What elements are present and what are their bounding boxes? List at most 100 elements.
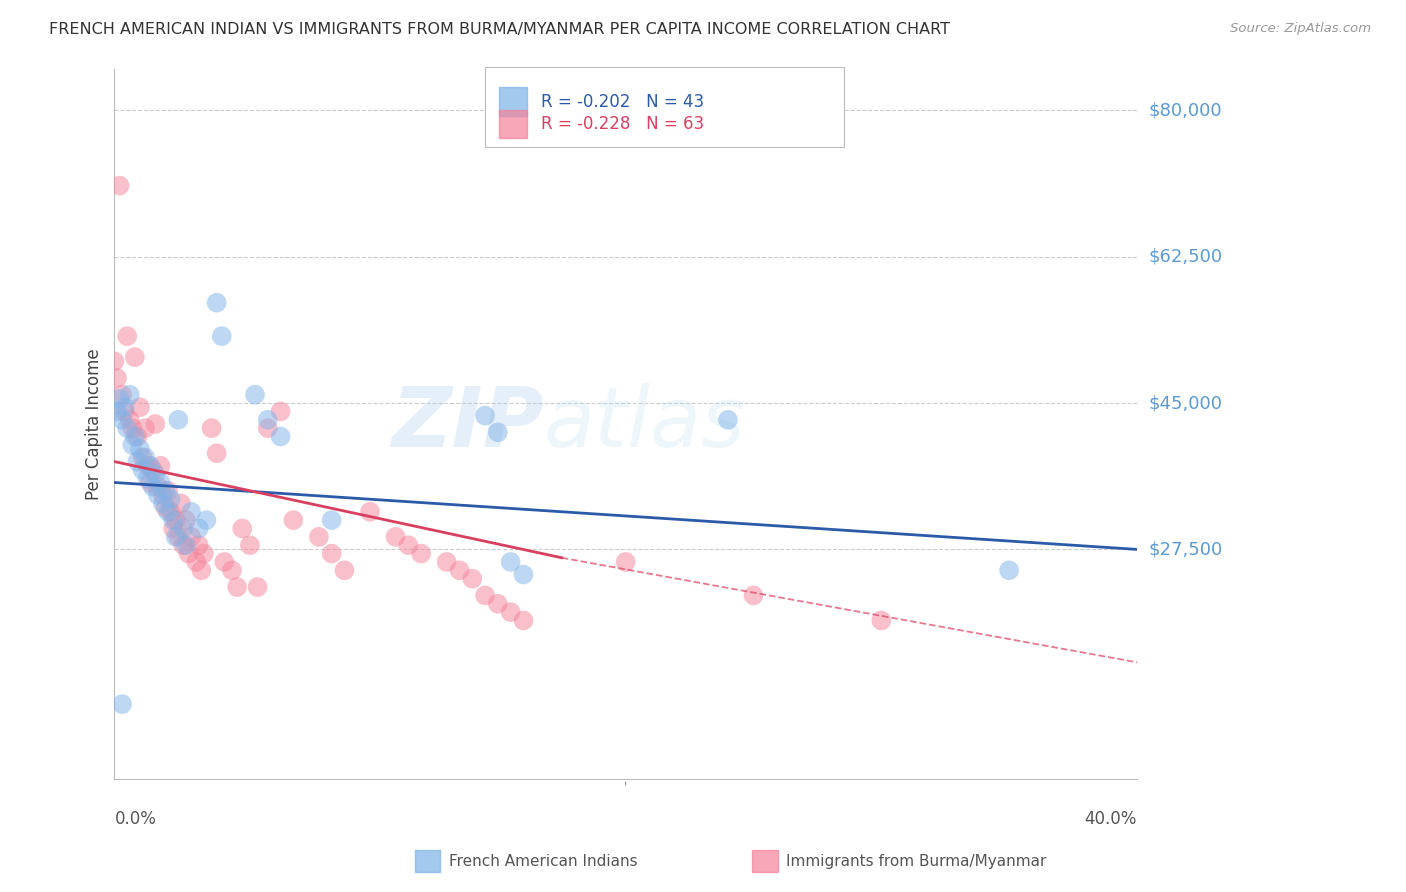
Point (118, 413, 141, 427)
Point (108, 178, 131, 193)
Point (124, 429, 146, 443)
Text: atlas: atlas (544, 384, 745, 465)
Point (256, 413, 278, 427)
Point (239, 538, 262, 552)
Point (108, 392, 131, 406)
Point (111, 387, 134, 401)
Text: $27,500: $27,500 (1149, 541, 1222, 558)
Point (111, 413, 134, 427)
Point (136, 458, 159, 473)
Point (512, 614, 534, 628)
Point (121, 438, 143, 452)
Point (474, 588, 496, 602)
Point (157, 483, 180, 498)
Point (155, 500, 177, 515)
Point (486, 597, 509, 611)
Point (270, 404, 292, 418)
Y-axis label: Per Capita Income: Per Capita Income (86, 348, 103, 500)
Point (177, 547, 200, 561)
Point (115, 421, 138, 435)
Point (142, 463, 165, 477)
Point (139, 458, 162, 473)
Point (149, 458, 172, 473)
Point (146, 488, 169, 502)
Point (159, 492, 181, 507)
Point (870, 614, 893, 628)
Point (170, 496, 193, 510)
Point (152, 488, 174, 502)
Text: French American Indians: French American Indians (449, 854, 637, 869)
Point (742, 588, 765, 602)
Point (105, 371, 128, 385)
Text: R = -0.202   N = 43: R = -0.202 N = 43 (541, 93, 704, 111)
Point (461, 572, 484, 586)
Point (321, 513, 343, 527)
Point (486, 425, 509, 440)
Point (165, 530, 187, 544)
Point (103, 354, 125, 368)
Text: 0.0%: 0.0% (114, 810, 156, 828)
Point (200, 421, 222, 435)
Point (105, 404, 128, 418)
Point (157, 505, 180, 519)
Point (359, 505, 381, 519)
Point (131, 463, 153, 477)
Text: ZIP: ZIP (391, 384, 544, 465)
Point (180, 530, 202, 544)
Text: Immigrants from Burma/Myanmar: Immigrants from Burma/Myanmar (786, 854, 1046, 869)
Point (321, 547, 343, 561)
Point (717, 413, 740, 427)
Point (167, 530, 190, 544)
Point (270, 429, 292, 443)
Point (221, 563, 243, 577)
Point (205, 446, 228, 460)
Point (246, 580, 269, 594)
Point (139, 475, 162, 490)
Point (129, 442, 152, 456)
Point (174, 538, 197, 552)
Point (159, 505, 181, 519)
Text: $45,000: $45,000 (1149, 394, 1222, 412)
Point (211, 329, 233, 343)
Point (143, 417, 166, 431)
Point (499, 555, 522, 569)
Point (308, 530, 330, 544)
Point (149, 475, 172, 490)
Point (131, 450, 153, 465)
Point (187, 538, 209, 552)
Point (256, 421, 278, 435)
Point (411, 547, 433, 561)
Point (143, 467, 166, 482)
Point (152, 496, 174, 510)
Text: Source: ZipAtlas.com: Source: ZipAtlas.com (1230, 22, 1371, 36)
Point (146, 480, 169, 494)
Point (155, 483, 177, 498)
Text: $62,500: $62,500 (1149, 248, 1222, 266)
Point (121, 421, 143, 435)
Point (115, 329, 138, 343)
Point (142, 480, 165, 494)
Point (114, 404, 136, 418)
Point (111, 697, 134, 711)
Text: 40.0%: 40.0% (1084, 810, 1137, 828)
Point (114, 401, 136, 415)
Text: $80,000: $80,000 (1149, 102, 1222, 120)
Point (118, 387, 141, 401)
Point (172, 521, 194, 535)
Point (172, 538, 194, 552)
Point (231, 521, 253, 535)
Point (214, 555, 236, 569)
Point (190, 563, 212, 577)
Point (134, 421, 156, 435)
Point (180, 505, 202, 519)
Point (226, 580, 249, 594)
Point (396, 538, 419, 552)
Point (205, 295, 228, 310)
Point (195, 513, 218, 527)
Point (134, 450, 156, 465)
Point (127, 454, 149, 468)
Text: R = -0.228   N = 63: R = -0.228 N = 63 (541, 115, 704, 133)
Text: FRENCH AMERICAN INDIAN VS IMMIGRANTS FROM BURMA/MYANMAR PER CAPITA INCOME CORREL: FRENCH AMERICAN INDIAN VS IMMIGRANTS FRO… (49, 22, 950, 37)
Point (384, 530, 406, 544)
Point (499, 605, 522, 619)
